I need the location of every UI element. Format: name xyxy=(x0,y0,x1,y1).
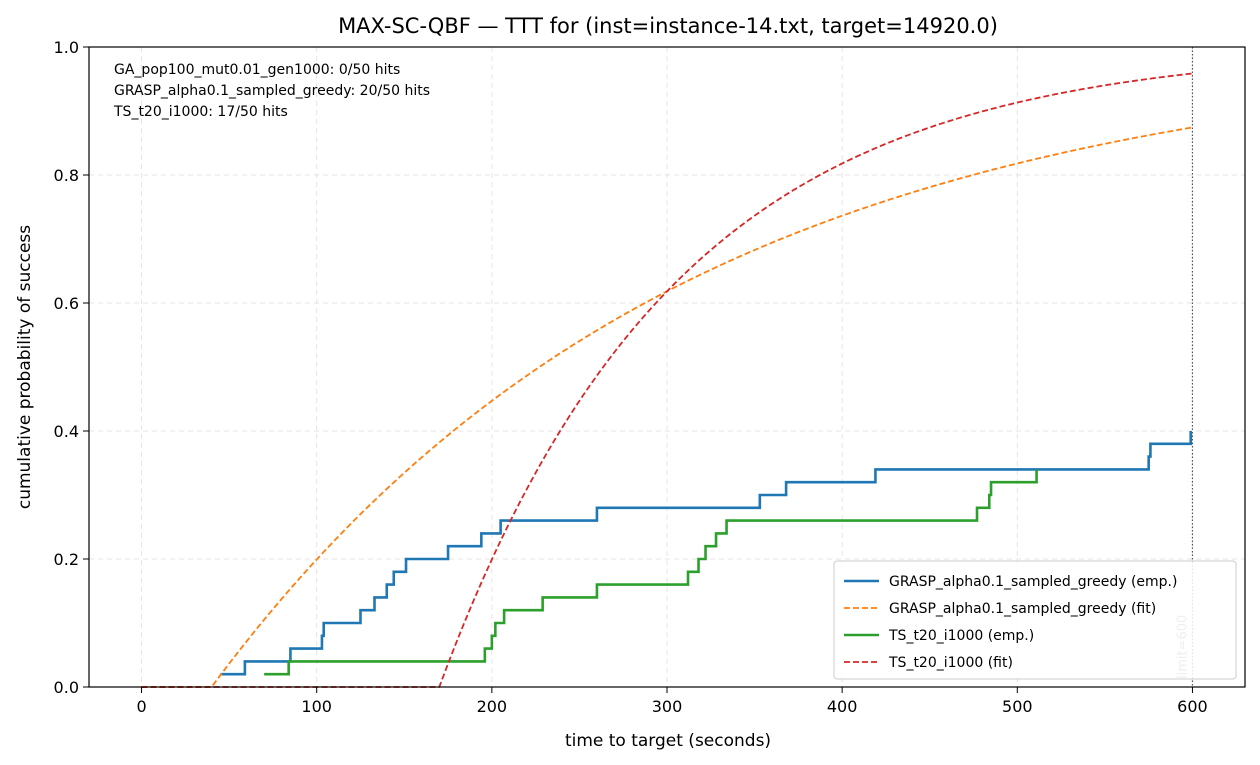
x-tick-label: 200 xyxy=(477,697,508,716)
y-tick-label: 1.0 xyxy=(54,38,79,57)
y-tick-label: 0.2 xyxy=(54,550,79,569)
x-tick-label: 0 xyxy=(136,697,146,716)
y-tick-label: 0.4 xyxy=(54,422,79,441)
legend-entry-2: TS_t20_i1000 (emp.) xyxy=(888,628,1034,644)
x-axis-label: time to target (seconds) xyxy=(565,731,771,751)
hit-annotation-0: GA_pop100_mut0.01_gen1000: 0/50 hits xyxy=(114,62,400,78)
legend-entry-3: TS_t20_i1000 (fit) xyxy=(888,655,1013,671)
x-tick-label: 400 xyxy=(827,697,858,716)
series-lines xyxy=(141,72,1193,688)
hit-annotation-1: GRASP_alpha0.1_sampled_greedy: 20/50 hit… xyxy=(114,83,430,99)
legend-box xyxy=(833,560,1237,680)
y-axis-label: cumulative probability of success xyxy=(15,225,35,509)
hit-annotation-2: TS_t20_i1000: 17/50 hits xyxy=(113,104,288,120)
x-tick-label: 100 xyxy=(301,697,332,716)
y-tick-label: 0.0 xyxy=(54,678,79,697)
legend-entry-0: GRASP_alpha0.1_sampled_greedy (emp.) xyxy=(889,574,1177,590)
legend: GRASP_alpha0.1_sampled_greedy (emp.) GRAS… xyxy=(833,560,1237,680)
y-tick-label: 0.6 xyxy=(54,294,79,313)
chart-title: MAX-SC-QBF — TTT for (inst=instance-14.t… xyxy=(338,14,998,38)
x-tick-label: 300 xyxy=(652,697,683,716)
x-tick-label: 500 xyxy=(1002,697,1033,716)
series-line-0 xyxy=(220,431,1192,676)
axis-ticks: 0 100 200 300 400 500 600 0.0 0.2 0.4 0.6 0.8 1.0 xyxy=(54,38,1208,716)
x-tick-label: 600 xyxy=(1177,697,1208,716)
hit-annotations: GA_pop100_mut0.01_gen1000: 0/50 hits GRAS… xyxy=(113,62,430,120)
series-line-2 xyxy=(264,469,1038,676)
legend-entry-1: GRASP_alpha0.1_sampled_greedy (fit) xyxy=(889,601,1156,617)
y-tick-label: 0.8 xyxy=(54,166,79,185)
